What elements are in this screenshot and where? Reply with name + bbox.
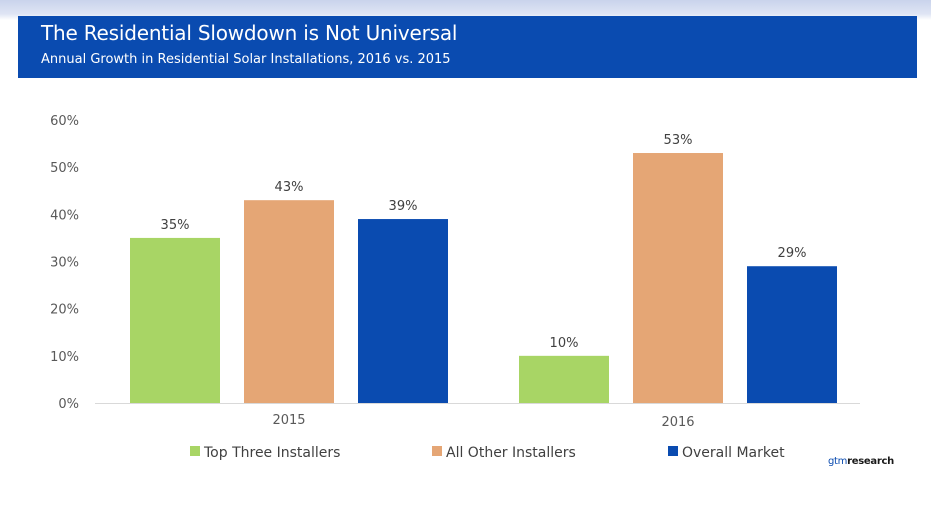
bar — [244, 200, 334, 403]
bar — [130, 237, 220, 403]
y-tick-label: 10% — [50, 350, 79, 365]
chart-header: The Residential Slowdown is Not Universa… — [18, 16, 917, 78]
y-tick-label: 50% — [50, 161, 79, 176]
data-label: 29% — [778, 246, 807, 261]
legend-swatch — [190, 446, 200, 456]
x-tick-label: 2016 — [661, 415, 694, 430]
y-tick-label: 30% — [50, 256, 79, 271]
bar — [358, 219, 448, 403]
legend-swatch — [432, 446, 442, 456]
y-tick-label: 40% — [50, 208, 79, 223]
gtm-research-logo: gtmresearch — [828, 456, 894, 467]
data-label: 39% — [389, 199, 418, 214]
y-tick-label: 60% — [50, 114, 79, 129]
data-label: 10% — [550, 336, 579, 351]
bar — [747, 266, 837, 403]
legend-label: Top Three Installers — [203, 445, 340, 461]
legend-label: All Other Installers — [446, 445, 576, 461]
x-tick-label: 2015 — [272, 413, 305, 428]
data-label: 53% — [664, 133, 693, 148]
logo-prefix: gtm — [828, 456, 848, 467]
legend-swatch — [668, 446, 678, 456]
bar — [519, 355, 609, 403]
data-label: 35% — [161, 218, 190, 233]
legend-label: Overall Market — [682, 445, 785, 461]
bar — [633, 153, 723, 403]
y-tick-label: 20% — [50, 303, 79, 318]
y-tick-label: 0% — [58, 397, 79, 412]
data-label: 43% — [275, 180, 304, 195]
chart-title: The Residential Slowdown is Not Universa… — [41, 21, 458, 45]
chart-subtitle: Annual Growth in Residential Solar Insta… — [41, 52, 451, 67]
logo-suffix: research — [847, 456, 894, 467]
